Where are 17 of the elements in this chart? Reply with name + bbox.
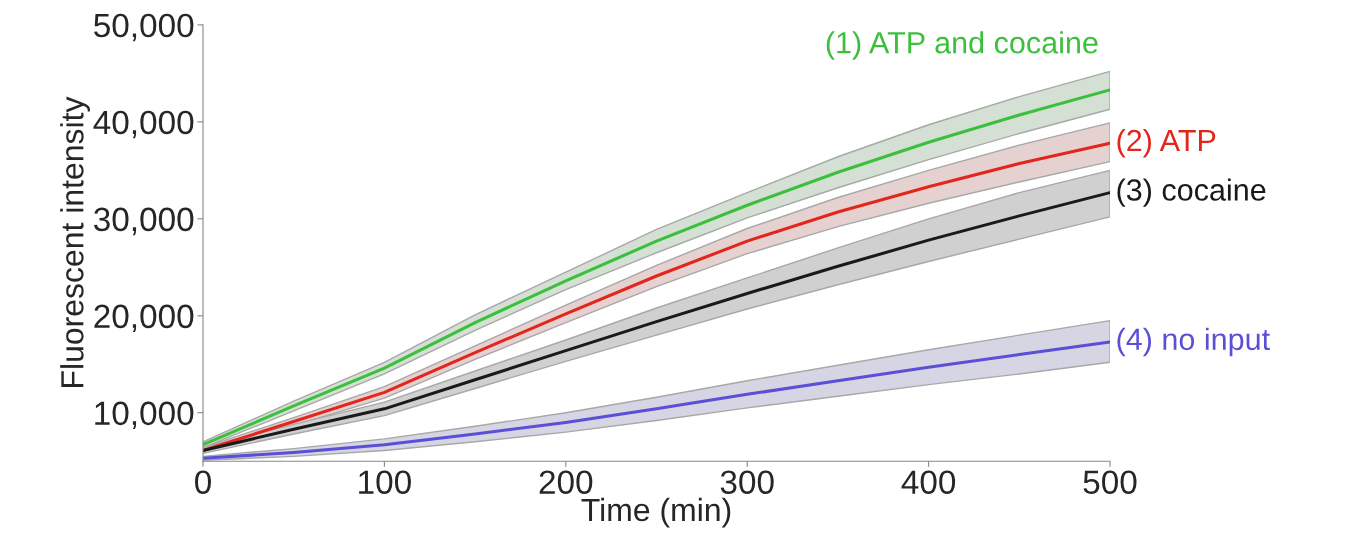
y-tick-label: 40,000 — [93, 110, 194, 139]
x-tick-label: 500 — [1083, 470, 1137, 495]
x-tick-label: 300 — [720, 470, 774, 495]
y-axis-title: Fluorescent intensity — [60, 96, 90, 387]
x-axis-title: Time (min) — [581, 497, 731, 528]
series-label: (4) no input — [1117, 327, 1270, 357]
series-label: (2) ATP — [1117, 128, 1216, 158]
y-tick-label: 50,000 — [94, 13, 194, 42]
x-tick-label: 0 — [195, 470, 211, 495]
x-tick-label: 400 — [901, 470, 956, 495]
x-tick-label: 200 — [539, 470, 593, 495]
x-tick-label: 100 — [359, 470, 411, 495]
y-tick-label: 20,000 — [94, 304, 194, 333]
series-label: (3) cocaine — [1117, 178, 1266, 207]
y-tick-label: 10,000 — [95, 401, 194, 430]
series-label: (1) ATP and cocaine — [826, 31, 1098, 60]
y-tick-label: 30,000 — [93, 207, 194, 236]
